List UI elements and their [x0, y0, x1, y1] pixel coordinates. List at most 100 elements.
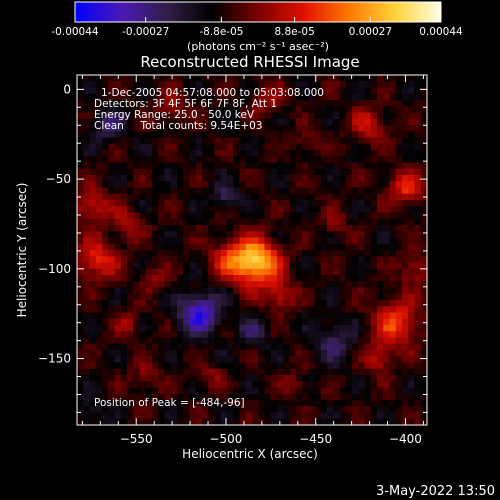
heatmap-cell — [333, 256, 340, 263]
heatmap-cell — [89, 381, 97, 388]
heatmap-cell — [389, 206, 397, 213]
heatmap-cell — [302, 268, 309, 276]
heatmap-cell — [202, 275, 209, 282]
heatmap-cell — [327, 381, 334, 388]
heatmap-cell — [352, 412, 359, 420]
heatmap-cell — [83, 368, 90, 376]
heatmap-cell — [245, 381, 253, 388]
heatmap-cell — [308, 312, 315, 320]
heatmap-cell — [208, 156, 215, 163]
heatmap-cell — [402, 175, 409, 182]
heatmap-cell — [339, 200, 347, 207]
heatmap-cell — [139, 306, 147, 313]
heatmap-cell — [283, 100, 290, 107]
heatmap-cell — [420, 93, 427, 101]
heatmap-cell — [227, 312, 234, 320]
heatmap-cell — [214, 212, 222, 220]
heatmap-cell — [95, 243, 103, 251]
heatmap-cell — [295, 243, 303, 251]
heatmap-cell — [214, 131, 222, 138]
heatmap-cell — [202, 125, 209, 132]
heatmap-cell — [127, 93, 134, 101]
heatmap-cell — [252, 181, 259, 188]
heatmap-cell — [352, 262, 359, 270]
heatmap-cell — [177, 368, 184, 376]
heatmap-cell — [327, 87, 334, 95]
heatmap-cell — [389, 218, 397, 226]
heatmap-cell — [333, 162, 340, 170]
heatmap-cell — [152, 287, 159, 295]
heatmap-cell — [108, 362, 115, 370]
heatmap-cell — [389, 400, 397, 407]
heatmap-cell — [239, 318, 247, 326]
heatmap-cell — [108, 243, 115, 251]
heatmap-cell — [189, 293, 197, 301]
heatmap-cell — [352, 243, 359, 251]
heatmap-cell — [302, 137, 309, 145]
heatmap-cell — [227, 393, 234, 401]
heatmap-cell — [345, 125, 353, 132]
heatmap-cell — [308, 137, 315, 145]
heatmap-cell — [233, 350, 240, 357]
heatmap-cell — [333, 275, 340, 282]
heatmap-cell — [395, 268, 403, 276]
heatmap-cell — [170, 381, 178, 388]
heatmap-cell — [264, 187, 272, 195]
heatmap-cell — [170, 87, 178, 95]
heatmap-cell — [389, 225, 397, 232]
heatmap-cell — [358, 131, 365, 138]
heatmap-cell — [277, 331, 284, 338]
heatmap-cell — [283, 250, 290, 257]
heatmap-cell — [252, 143, 259, 151]
heatmap-cell — [164, 106, 172, 113]
heatmap-cell — [358, 212, 365, 220]
heatmap-cell — [158, 200, 165, 207]
heatmap-cell — [152, 318, 159, 326]
heatmap-cell — [308, 212, 315, 220]
heatmap-cell — [395, 75, 403, 82]
heatmap-cell — [264, 406, 272, 413]
heatmap-cell — [364, 287, 372, 295]
heatmap-cell — [389, 281, 397, 288]
heatmap-cell — [164, 156, 172, 163]
heatmap-cell — [389, 212, 397, 220]
heatmap-cell — [164, 318, 172, 326]
heatmap-cell — [227, 237, 234, 245]
heatmap-cell — [370, 287, 378, 295]
heatmap-cell — [289, 218, 297, 226]
heatmap-cell — [152, 81, 159, 88]
heatmap-cell — [327, 175, 334, 182]
heatmap-cell — [214, 87, 222, 95]
heatmap-cell — [177, 393, 184, 401]
heatmap-cell — [183, 162, 190, 170]
heatmap-cell — [164, 206, 172, 213]
heatmap-cell — [408, 381, 415, 388]
heatmap-cell — [227, 375, 234, 382]
heatmap-cell — [233, 112, 240, 120]
heatmap-cell — [389, 387, 397, 395]
heatmap-cell — [314, 218, 322, 226]
heatmap-cell — [308, 75, 315, 82]
heatmap-cell — [145, 231, 153, 238]
heatmap-cell — [83, 400, 90, 407]
heatmap-cell — [139, 262, 147, 270]
heatmap-cell — [164, 131, 172, 138]
heatmap-cell — [308, 231, 315, 238]
heatmap-cell — [183, 318, 190, 326]
heatmap-cell — [270, 131, 278, 138]
heatmap-cell — [295, 100, 303, 107]
heatmap-cell — [420, 81, 427, 88]
heatmap-cell — [108, 150, 115, 157]
heatmap-cell — [152, 118, 159, 126]
heatmap-cell — [133, 150, 140, 157]
heatmap-cell — [227, 131, 234, 138]
heatmap-cell — [308, 418, 315, 425]
heatmap-cell — [402, 318, 409, 326]
heatmap-cell — [202, 400, 209, 407]
heatmap-cell — [102, 125, 109, 132]
heatmap-cell — [208, 231, 215, 238]
heatmap-cell — [239, 87, 247, 95]
heatmap-cell — [345, 343, 353, 351]
heatmap-cell — [102, 300, 109, 307]
heatmap-cell — [358, 193, 365, 201]
